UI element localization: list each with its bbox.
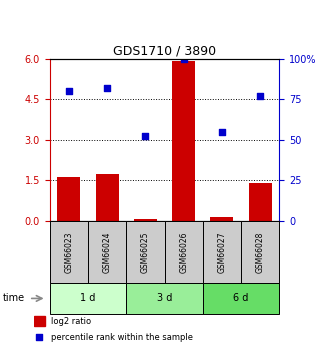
Point: [219, 129, 224, 135]
Point: [181, 56, 186, 61]
Bar: [241, 221, 279, 283]
Bar: [203, 283, 279, 314]
Text: GSM66023: GSM66023: [65, 231, 74, 273]
Bar: [203, 221, 241, 283]
Point: [143, 134, 148, 139]
Bar: [96, 174, 118, 221]
Bar: [88, 221, 126, 283]
Point: [257, 93, 263, 99]
Text: 1 d: 1 d: [80, 294, 96, 303]
Bar: [211, 217, 233, 221]
Bar: [34, 316, 45, 326]
Bar: [50, 283, 126, 314]
Title: GDS1710 / 3890: GDS1710 / 3890: [113, 45, 216, 58]
Text: GSM66024: GSM66024: [103, 231, 112, 273]
Point: [66, 88, 72, 94]
Text: percentile rank within the sample: percentile rank within the sample: [51, 333, 193, 342]
Bar: [126, 221, 164, 283]
Text: GSM66025: GSM66025: [141, 231, 150, 273]
Text: log2 ratio: log2 ratio: [51, 317, 91, 326]
Bar: [249, 183, 272, 221]
Bar: [126, 283, 203, 314]
Point: [105, 85, 110, 91]
Bar: [172, 61, 195, 221]
Bar: [57, 177, 80, 221]
Bar: [134, 219, 157, 221]
Text: 6 d: 6 d: [233, 294, 249, 303]
Text: GSM66027: GSM66027: [217, 231, 226, 273]
Point: [37, 335, 42, 340]
Bar: [50, 221, 88, 283]
Text: GSM66028: GSM66028: [256, 231, 265, 273]
Text: time: time: [3, 294, 25, 303]
Bar: [164, 221, 203, 283]
Text: 3 d: 3 d: [157, 294, 172, 303]
Text: GSM66026: GSM66026: [179, 231, 188, 273]
